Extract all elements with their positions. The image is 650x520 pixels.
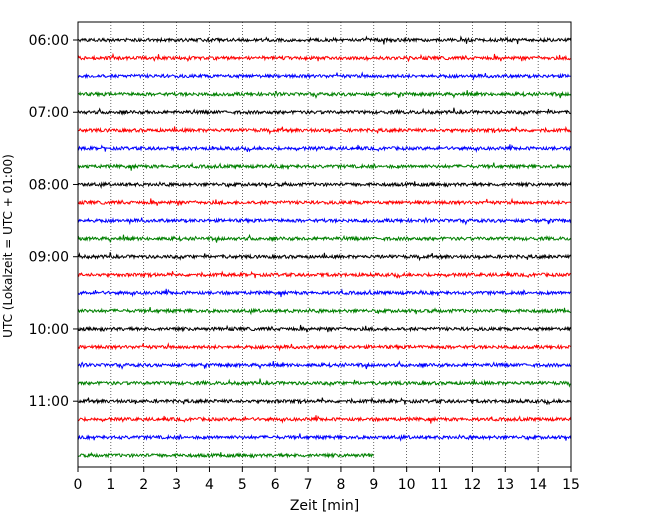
trace-1115 (78, 415, 572, 424)
y-axis-ticks: 06:00 07:00 08:00 09:00 10:00 11:00 (29, 33, 78, 410)
trace-1045 (77, 378, 571, 388)
trace-0845 (77, 233, 572, 244)
trace-0600 (77, 35, 572, 45)
x-axis-ticks: 0 1 2 3 4 5 6 7 8 9 10 11 12 13 14 15 (74, 467, 580, 493)
x-tick-label: 12 (463, 477, 481, 493)
x-tick-label: 4 (205, 477, 214, 493)
trace-0700 (77, 107, 572, 117)
trace-1145 (78, 451, 374, 459)
x-tick-label: 15 (562, 477, 580, 493)
trace-0945 (77, 306, 571, 316)
trace-0645 (78, 90, 572, 99)
y-tick-label: 10:00 (29, 322, 69, 338)
x-axis-label: Zeit [min] (290, 498, 359, 514)
plot-background (78, 22, 571, 467)
x-tick-label: 0 (74, 477, 83, 493)
trace-0900 (77, 252, 572, 262)
x-tick-label: 7 (304, 477, 313, 493)
y-tick-label: 11:00 (29, 394, 69, 410)
trace-1100 (77, 396, 572, 406)
y-tick-label: 09:00 (29, 250, 69, 266)
trace-1015 (77, 342, 571, 352)
x-tick-label: 11 (431, 477, 449, 493)
y-tick-label: 07:00 (29, 105, 69, 121)
x-tick-label: 6 (271, 477, 280, 493)
trace-0745 (77, 161, 572, 171)
y-axis-label: UTC (Lokalzeit = UTC + 01:00) (1, 154, 15, 338)
grid-lines (110, 22, 539, 467)
trace-0730 (77, 144, 572, 153)
trace-1030 (77, 360, 572, 370)
trace-0915 (78, 270, 571, 279)
trace-0930 (77, 288, 572, 298)
x-tick-label: 5 (238, 477, 247, 493)
x-tick-label: 1 (106, 477, 115, 493)
x-tick-label: 14 (529, 477, 547, 493)
trace-0830 (77, 216, 572, 226)
x-tick-label: 2 (139, 477, 148, 493)
trace-0715 (77, 125, 572, 136)
trace-1000 (77, 324, 572, 333)
seismic-traces (77, 35, 572, 459)
x-tick-label: 13 (496, 477, 514, 493)
x-tick-label: 3 (172, 477, 181, 493)
x-tick-label: 10 (398, 477, 416, 493)
y-tick-label: 08:00 (29, 177, 69, 193)
trace-1130 (77, 433, 572, 442)
trace-0615 (77, 52, 572, 63)
x-tick-label: 8 (336, 477, 345, 493)
x-tick-label: 9 (369, 477, 378, 493)
trace-0800 (77, 180, 572, 189)
plot-frame (77, 21, 572, 468)
trace-0630 (77, 71, 571, 81)
trace-0815 (77, 197, 572, 206)
y-tick-label: 06:00 (29, 33, 69, 49)
